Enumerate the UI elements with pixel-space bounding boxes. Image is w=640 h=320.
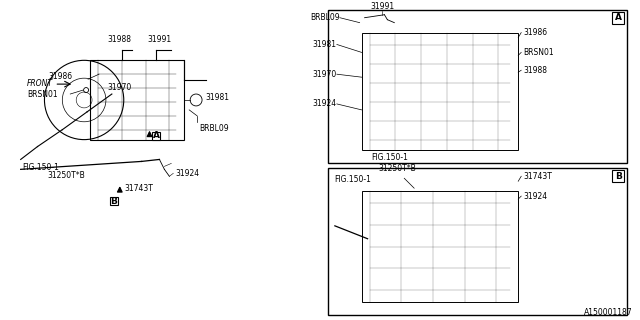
Text: A: A [153, 131, 160, 140]
Text: 31986: 31986 [523, 28, 547, 37]
Bar [612, 170, 624, 182]
Bar [110, 197, 118, 205]
Text: 31981: 31981 [313, 40, 337, 49]
Text: FIG.150-1: FIG.150-1 [334, 175, 371, 184]
Bar [362, 191, 518, 302]
Text: 31988: 31988 [523, 66, 547, 75]
Text: FRONT: FRONT [26, 79, 52, 88]
Text: 31986: 31986 [48, 72, 72, 81]
Text: 31743T: 31743T [125, 184, 154, 193]
Bar [90, 60, 184, 140]
Text: FIG.150-1: FIG.150-1 [371, 154, 408, 163]
Text: 31924: 31924 [175, 169, 200, 178]
Text: 31970: 31970 [312, 70, 337, 79]
Bar [152, 132, 161, 140]
Text: 31991: 31991 [147, 36, 172, 44]
Bar [612, 12, 624, 24]
Text: 31981: 31981 [205, 93, 229, 102]
Text: BRSN01: BRSN01 [523, 48, 554, 57]
Text: A: A [615, 13, 622, 22]
Text: FIG.150-1: FIG.150-1 [22, 164, 60, 172]
Text: 31743T: 31743T [523, 172, 552, 181]
Text: BRBL09: BRBL09 [310, 13, 340, 22]
Text: 31924: 31924 [523, 192, 547, 201]
Text: BRBL09: BRBL09 [199, 124, 228, 133]
Text: A150001187: A150001187 [584, 308, 632, 317]
Text: 31250T*B: 31250T*B [47, 171, 85, 180]
Text: 31991: 31991 [371, 2, 394, 11]
Text: 31250T*B: 31250T*B [378, 164, 416, 173]
Bar [328, 168, 627, 315]
Text: BRSN01: BRSN01 [27, 90, 58, 99]
Text: 31988: 31988 [108, 36, 132, 44]
Text: B: B [111, 196, 117, 205]
Text: 31970: 31970 [108, 83, 132, 92]
Bar [328, 10, 627, 164]
Text: B: B [615, 172, 622, 181]
Text: 31924: 31924 [313, 100, 337, 108]
Bar [362, 33, 518, 149]
